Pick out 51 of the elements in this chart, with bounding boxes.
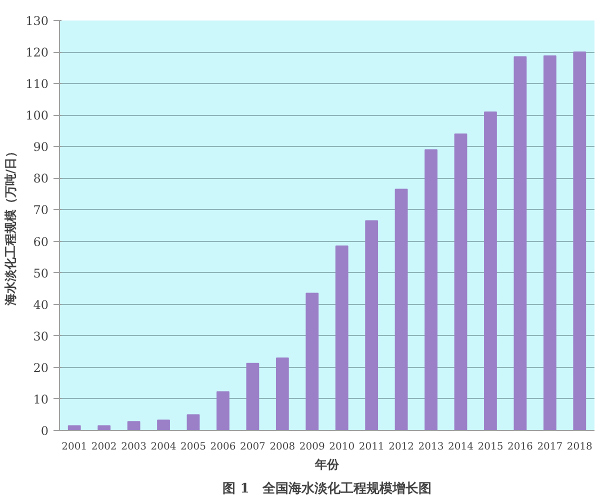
y-tick-label: 0: [40, 424, 49, 438]
y-tick-label: 40: [33, 298, 49, 312]
y-axis-title: 海水淡化工程规模（万吨/日）: [4, 145, 18, 307]
y-tick-label: 50: [33, 266, 49, 280]
x-tick-label: 2016: [507, 442, 533, 452]
y-tick-label: 70: [33, 203, 49, 218]
x-tick-label: 2010: [329, 442, 355, 452]
x-tick-label: 2009: [299, 442, 325, 452]
bar: [454, 134, 468, 430]
bar: [543, 55, 556, 430]
x-tick-label: 2011: [358, 442, 384, 452]
x-tick-label: 2003: [121, 442, 147, 452]
bar: [424, 149, 438, 430]
x-tick-label: 2001: [62, 442, 88, 452]
x-tick-label: 2013: [418, 442, 444, 452]
x-axis-title: 年份: [314, 458, 340, 472]
bar: [276, 357, 289, 430]
bar: [127, 421, 140, 430]
y-tick-label: 60: [33, 234, 49, 249]
y-tick-label: 10: [33, 392, 49, 406]
x-tick-label: 2007: [240, 442, 266, 452]
bar: [186, 414, 200, 430]
bar: [394, 188, 408, 430]
x-tick-label: 2002: [91, 442, 117, 452]
bar: [514, 56, 527, 430]
x-tick-label: 2006: [210, 442, 236, 452]
y-tick-label: 20: [33, 360, 49, 375]
bar: [484, 111, 497, 430]
y-tick-label: 30: [33, 329, 49, 344]
bar: [365, 220, 378, 430]
bar: [246, 362, 260, 430]
y-tick-label: 110: [26, 77, 48, 92]
x-tick-label: 2018: [566, 442, 592, 452]
bar: [573, 52, 586, 430]
x-tick-label: 2017: [537, 442, 563, 452]
bar: [216, 391, 230, 430]
x-tick-label: 2004: [150, 442, 176, 452]
x-tick-label: 2015: [478, 442, 504, 452]
x-tick-label: 2012: [388, 442, 414, 452]
bar: [157, 420, 170, 430]
text: 图 1 全国海水淡化工程规模增长图: [222, 482, 432, 496]
y-tick-label: 90: [33, 140, 49, 154]
bar: [335, 246, 348, 430]
bar: [306, 292, 319, 430]
y-tick-label: 100: [26, 108, 48, 123]
y-tick-label: 130: [26, 14, 48, 28]
x-tick-label: 2014: [448, 442, 474, 452]
y-tick-label: 80: [33, 172, 49, 186]
x-tick-label: 2005: [180, 442, 206, 452]
x-tick-label: 2008: [270, 442, 296, 452]
y-tick-label: 120: [26, 46, 48, 60]
